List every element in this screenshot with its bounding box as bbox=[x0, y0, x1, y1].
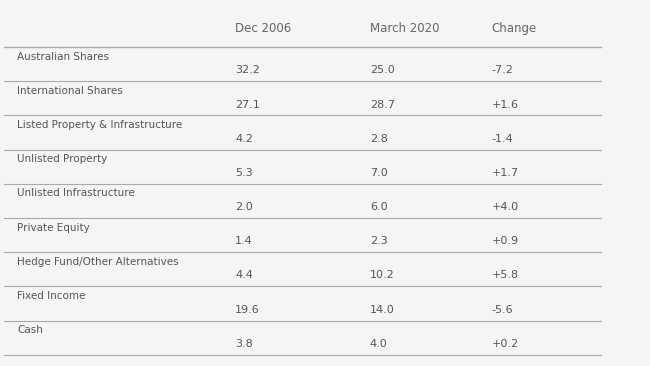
Text: March 2020: March 2020 bbox=[370, 22, 439, 35]
Text: 7.0: 7.0 bbox=[370, 168, 387, 178]
Text: Dec 2006: Dec 2006 bbox=[235, 22, 291, 35]
Text: 27.1: 27.1 bbox=[235, 100, 260, 109]
Text: Fixed Income: Fixed Income bbox=[17, 291, 85, 301]
Text: Listed Property & Infrastructure: Listed Property & Infrastructure bbox=[17, 120, 182, 130]
Text: 19.6: 19.6 bbox=[235, 305, 260, 314]
Text: 4.0: 4.0 bbox=[370, 339, 387, 349]
Text: 1.4: 1.4 bbox=[235, 236, 253, 246]
Text: Unlisted Property: Unlisted Property bbox=[17, 154, 107, 164]
Text: 2.3: 2.3 bbox=[370, 236, 387, 246]
Text: 32.2: 32.2 bbox=[235, 65, 260, 75]
Text: +0.2: +0.2 bbox=[492, 339, 519, 349]
Text: +5.8: +5.8 bbox=[492, 270, 519, 280]
Text: 4.4: 4.4 bbox=[235, 270, 253, 280]
Text: 6.0: 6.0 bbox=[370, 202, 387, 212]
Text: 3.8: 3.8 bbox=[235, 339, 253, 349]
Text: 2.0: 2.0 bbox=[235, 202, 253, 212]
Text: International Shares: International Shares bbox=[17, 86, 123, 96]
Text: Change: Change bbox=[492, 22, 537, 35]
Text: -1.4: -1.4 bbox=[492, 134, 514, 144]
Text: 5.3: 5.3 bbox=[235, 168, 253, 178]
Text: +4.0: +4.0 bbox=[492, 202, 519, 212]
Text: Unlisted Infrastructure: Unlisted Infrastructure bbox=[17, 188, 135, 198]
Text: +0.9: +0.9 bbox=[492, 236, 519, 246]
Text: +1.6: +1.6 bbox=[492, 100, 519, 109]
Text: Australian Shares: Australian Shares bbox=[17, 52, 109, 61]
Text: 28.7: 28.7 bbox=[370, 100, 395, 109]
Text: -7.2: -7.2 bbox=[492, 65, 514, 75]
Text: 10.2: 10.2 bbox=[370, 270, 395, 280]
Text: 14.0: 14.0 bbox=[370, 305, 395, 314]
Text: +1.7: +1.7 bbox=[492, 168, 519, 178]
Text: -5.6: -5.6 bbox=[492, 305, 514, 314]
Text: 2.8: 2.8 bbox=[370, 134, 388, 144]
Text: Cash: Cash bbox=[17, 325, 43, 335]
Text: 25.0: 25.0 bbox=[370, 65, 395, 75]
Text: Private Equity: Private Equity bbox=[17, 223, 90, 232]
Text: Hedge Fund/Other Alternatives: Hedge Fund/Other Alternatives bbox=[17, 257, 179, 267]
Text: 4.2: 4.2 bbox=[235, 134, 253, 144]
